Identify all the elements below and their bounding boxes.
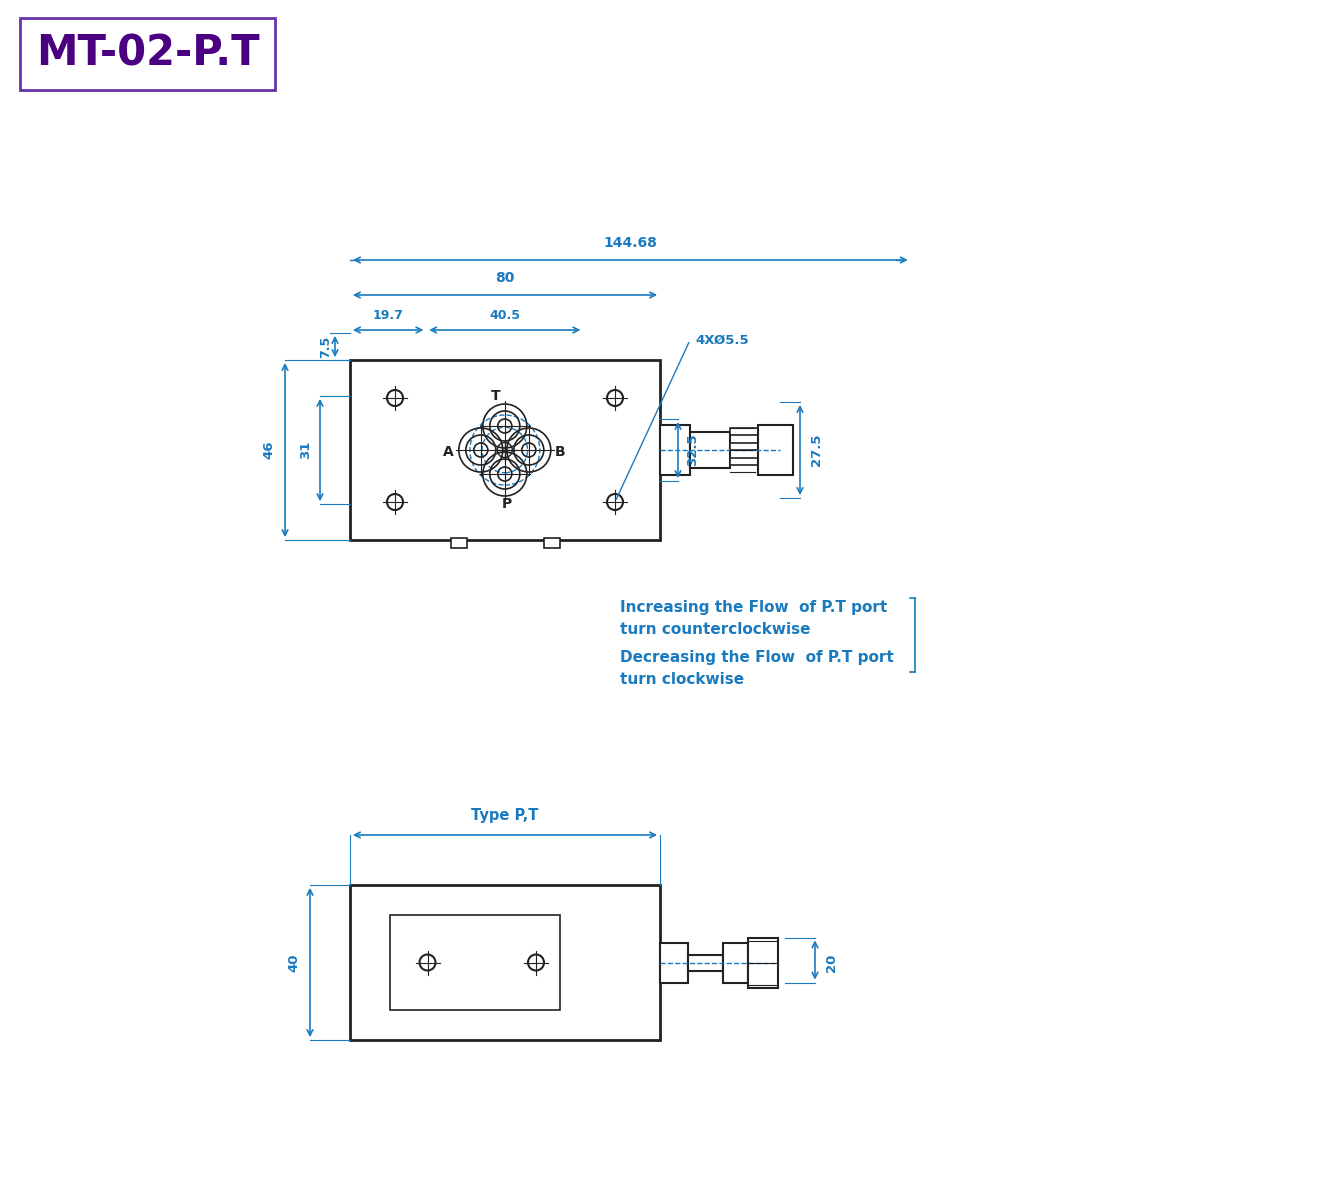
Text: T: T (490, 389, 501, 404)
Text: 20: 20 (825, 953, 838, 971)
Text: A: A (442, 445, 454, 459)
Bar (543, 538, 559, 548)
Text: 4XØ5.5: 4XØ5.5 (695, 334, 749, 347)
Text: 27.5: 27.5 (810, 434, 823, 466)
Bar (390, 914, 559, 1010)
Text: Decreasing the Flow  of P.T port: Decreasing the Flow of P.T port (619, 650, 894, 666)
Bar (659, 943, 689, 983)
Text: 31: 31 (298, 441, 312, 459)
Text: turn clockwise: turn clockwise (619, 671, 745, 687)
Bar (723, 943, 749, 983)
FancyBboxPatch shape (20, 18, 274, 90)
Bar (758, 425, 793, 476)
Bar (730, 458, 758, 465)
Text: Increasing the Flow  of P.T port: Increasing the Flow of P.T port (619, 599, 887, 615)
Bar (659, 425, 690, 476)
Bar (730, 428, 758, 435)
Text: 32.5: 32.5 (686, 434, 699, 466)
Text: 40.5: 40.5 (489, 309, 521, 322)
Text: 40: 40 (286, 953, 300, 972)
Text: B: B (555, 445, 565, 459)
Text: turn counterclockwise: turn counterclockwise (619, 622, 810, 637)
Text: 144.68: 144.68 (603, 236, 657, 250)
Bar (730, 442, 758, 450)
Bar (450, 538, 466, 548)
Bar (350, 360, 659, 540)
Bar (690, 432, 730, 468)
Text: MT-02-P.T: MT-02-P.T (36, 33, 260, 76)
Text: 46: 46 (262, 441, 274, 459)
Bar (350, 885, 659, 1040)
Text: 80: 80 (496, 271, 514, 286)
Text: Type P,T: Type P,T (472, 808, 538, 822)
Text: P: P (502, 497, 511, 511)
Text: 19.7: 19.7 (373, 309, 404, 322)
Bar (689, 955, 723, 970)
Bar (749, 937, 778, 988)
Text: 7.5: 7.5 (318, 336, 332, 358)
